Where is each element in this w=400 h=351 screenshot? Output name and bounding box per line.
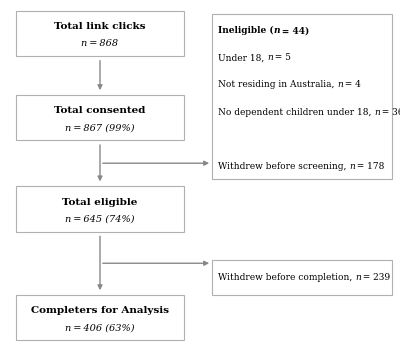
Text: Total link clicks: Total link clicks <box>54 22 146 31</box>
Text: = 239: = 239 <box>361 273 390 282</box>
Text: n: n <box>349 162 355 171</box>
Text: n: n <box>337 80 343 90</box>
Text: Total consented: Total consented <box>54 106 146 115</box>
Text: n = 867 (99%): n = 867 (99%) <box>65 123 135 132</box>
Text: = 5: = 5 <box>273 53 291 62</box>
Bar <box>212 14 392 179</box>
Text: n = 868: n = 868 <box>82 39 118 48</box>
Text: Total eligible: Total eligible <box>62 198 138 206</box>
Text: = 36: = 36 <box>380 108 400 117</box>
Bar <box>16 186 184 232</box>
Text: n = 645 (74%): n = 645 (74%) <box>65 214 135 223</box>
Text: Ineligible (: Ineligible ( <box>218 26 274 35</box>
Text: = 178: = 178 <box>355 162 384 171</box>
Bar <box>212 260 392 295</box>
Text: Under 18,: Under 18, <box>218 53 267 62</box>
Bar <box>16 11 184 56</box>
Bar <box>16 95 184 140</box>
Text: = 4: = 4 <box>343 80 361 90</box>
Text: n: n <box>267 53 273 62</box>
Text: n = 406 (63%): n = 406 (63%) <box>65 323 135 332</box>
Text: Withdrew before completion,: Withdrew before completion, <box>218 273 355 282</box>
Text: Withdrew before screening,: Withdrew before screening, <box>218 162 349 171</box>
Text: No dependent children under 18,: No dependent children under 18, <box>218 108 374 117</box>
Text: = 44): = 44) <box>280 26 309 35</box>
Text: n: n <box>374 108 380 117</box>
Text: n: n <box>355 273 361 282</box>
Text: n: n <box>274 26 280 35</box>
Bar <box>16 295 184 340</box>
Text: Not residing in Australia,: Not residing in Australia, <box>218 80 337 90</box>
Text: Completers for Analysis: Completers for Analysis <box>31 306 169 315</box>
